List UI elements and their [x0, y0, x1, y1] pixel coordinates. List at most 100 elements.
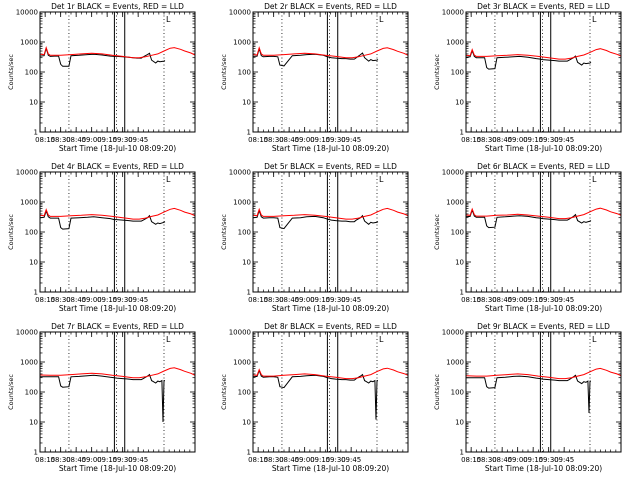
x-tick-label: 09:45 [554, 136, 574, 144]
y-axis-label: Counts/sec [220, 54, 228, 90]
x-axis-label: Start Time (18-Jul-10 08:09:20) [485, 144, 602, 153]
x-tick-label: 08:15 [461, 456, 481, 464]
x-axis-label: Start Time (18-Jul-10 08:09:20) [272, 304, 389, 313]
y-axis-label: Counts/sec [433, 374, 441, 410]
y-tick-label: 100 [451, 229, 464, 237]
y-tick-label: 100 [238, 69, 251, 77]
y-axis-label: Counts/sec [433, 214, 441, 250]
series-events-line [252, 208, 379, 230]
series-lld-line [252, 207, 409, 220]
y-tick-label: 100 [451, 389, 464, 397]
y-tick-label: 10000 [229, 9, 251, 17]
x-tick-label: 09:00 [82, 456, 102, 464]
marker-label: L [379, 175, 384, 184]
x-tick-label: 08:45 [66, 296, 86, 304]
x-tick-label: 08:45 [492, 136, 512, 144]
panel-title: Det 1r BLACK = Events, RED = LLD [51, 2, 184, 11]
x-tick-label: 08:30 [264, 456, 284, 464]
x-tick-label: 09:45 [554, 456, 574, 464]
x-tick-label: 08:15 [35, 296, 55, 304]
x-axis-label: Start Time (18-Jul-10 08:09:20) [485, 304, 602, 313]
series-lld-line [252, 367, 409, 380]
series-lld-line [252, 46, 409, 59]
plot-frame [465, 331, 622, 453]
y-tick-label: 100 [25, 389, 38, 397]
y-axis-label: Counts/sec [7, 374, 15, 410]
y-tick-label: 100 [238, 229, 251, 237]
panel-title: Det 6r BLACK = Events, RED = LLD [477, 162, 610, 171]
y-tick-label: 1000 [446, 359, 464, 367]
x-tick-label: 08:30 [51, 136, 71, 144]
series-events-line [465, 48, 592, 70]
marker-label: L [592, 175, 597, 184]
x-tick-label: 09:45 [554, 296, 574, 304]
panel-title: Det 3r BLACK = Events, RED = LLD [477, 2, 610, 11]
series-lld-line [39, 367, 196, 379]
x-tick-label: 08:30 [264, 136, 284, 144]
x-axis-label: Start Time (18-Jul-10 08:09:20) [485, 464, 602, 473]
x-tick-label: 08:45 [279, 296, 299, 304]
x-tick-label: 09:30 [326, 456, 346, 464]
y-axis-label: Counts/sec [433, 54, 441, 90]
x-tick-label: 09:30 [113, 296, 133, 304]
x-tick-label: 09:30 [539, 456, 559, 464]
x-tick-label: 09:00 [508, 136, 528, 144]
y-tick-label: 10 [455, 419, 464, 427]
x-tick-label: 09:00 [82, 296, 102, 304]
panel-9: Det 9r BLACK = Events, RED = LLD 1 10 100 10… [433, 322, 622, 473]
marker-label: L [379, 335, 384, 344]
x-tick-label: 09:30 [326, 136, 346, 144]
y-tick-label: 10000 [16, 9, 38, 17]
x-tick-label: 09:30 [113, 456, 133, 464]
y-tick-label: 10 [29, 99, 38, 107]
x-tick-label: 09:30 [539, 136, 559, 144]
marker-label: L [379, 15, 384, 24]
y-tick-label: 1 [460, 449, 464, 457]
x-tick-label: 08:45 [66, 456, 86, 464]
x-tick-label: 08:15 [248, 456, 268, 464]
x-tick-label: 09:15 [523, 296, 543, 304]
y-tick-label: 1000 [446, 199, 464, 207]
y-tick-label: 1000 [233, 359, 251, 367]
x-tick-label: 08:30 [477, 456, 497, 464]
x-tick-label: 09:15 [523, 456, 543, 464]
panel-6: Det 6r BLACK = Events, RED = LLD 1 10 100 10… [433, 162, 622, 313]
series-events-line [252, 46, 379, 67]
y-tick-label: 1 [247, 129, 251, 137]
x-tick-label: 09:30 [113, 136, 133, 144]
x-tick-label: 09:45 [128, 296, 148, 304]
plot-frame [252, 171, 409, 293]
panel-title: Det 8r BLACK = Events, RED = LLD [264, 322, 397, 331]
x-tick-label: 09:15 [310, 456, 330, 464]
series-lld-line [465, 207, 622, 220]
x-tick-label: 09:15 [97, 456, 117, 464]
x-tick-label: 08:15 [461, 296, 481, 304]
y-tick-label: 10 [242, 419, 251, 427]
y-tick-label: 100 [25, 69, 38, 77]
x-tick-label: 08:45 [66, 136, 86, 144]
y-tick-label: 1000 [233, 199, 251, 207]
series-lld-line [39, 207, 196, 220]
x-tick-label: 09:15 [310, 296, 330, 304]
x-tick-label: 09:00 [295, 136, 315, 144]
y-tick-label: 10 [29, 259, 38, 267]
x-tick-label: 08:15 [461, 136, 481, 144]
x-tick-label: 09:30 [326, 296, 346, 304]
x-tick-label: 09:45 [128, 136, 148, 144]
plot-frame [39, 11, 196, 133]
marker-label: L [166, 15, 171, 24]
y-tick-label: 100 [25, 229, 38, 237]
x-tick-label: 09:45 [341, 136, 361, 144]
marker-label: L [166, 175, 171, 184]
y-tick-label: 1000 [446, 39, 464, 47]
x-tick-label: 09:45 [341, 456, 361, 464]
panel-3: Det 3r BLACK = Events, RED = LLD 1 10 100 10… [433, 2, 622, 153]
plot-frame [252, 331, 409, 453]
x-tick-label: 09:00 [82, 136, 102, 144]
series-lld-line [39, 45, 196, 59]
panel-title: Det 9r BLACK = Events, RED = LLD [477, 322, 610, 331]
series-events-line [40, 373, 165, 423]
y-tick-label: 1000 [20, 39, 38, 47]
x-tick-label: 08:30 [264, 296, 284, 304]
x-tick-label: 08:45 [279, 136, 299, 144]
